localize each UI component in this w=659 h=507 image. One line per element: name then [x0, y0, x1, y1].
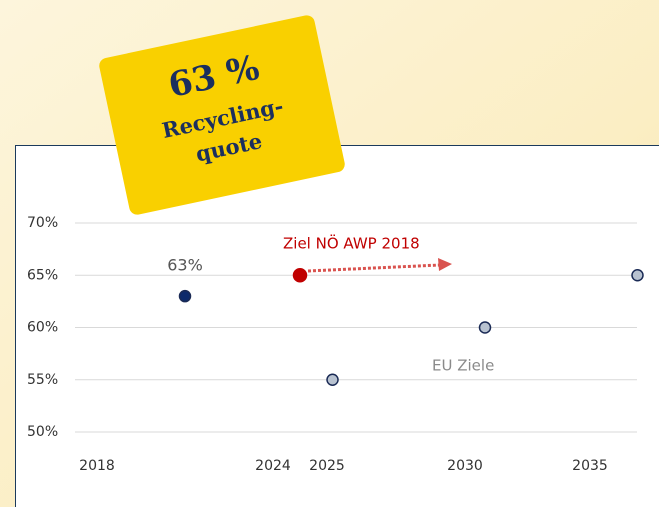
y-tick-label: 65% [27, 267, 58, 283]
arrow-head [438, 258, 452, 271]
x-tick-label: 2024 [255, 458, 291, 474]
x-tick-label: 2025 [309, 458, 345, 474]
x-tick-label: 2035 [572, 458, 608, 474]
x-tick-label: 2030 [447, 458, 483, 474]
data-label: 63% [167, 256, 203, 275]
chart-panel [15, 145, 659, 507]
y-tick-label: 60% [27, 320, 58, 336]
point [292, 268, 308, 283]
point [478, 321, 492, 334]
y-tick-label: 70% [27, 215, 58, 231]
badge: 63 % Recycling- quote [99, 15, 345, 215]
arrow [307, 263, 441, 273]
x-tick-label: 2018 [79, 458, 115, 474]
plot: 50% 55% 60% 65% 70% 2018 2024 2025 2030 2035 63% Zi… [27, 215, 644, 474]
y-tick-label: 50% [27, 424, 58, 440]
point [326, 373, 339, 386]
point [178, 289, 192, 303]
y-tick-label: 55% [27, 372, 58, 388]
series-label: Ziel NÖ AWP 2018 [283, 234, 420, 253]
series-label: EU Ziele [432, 357, 494, 375]
point [631, 269, 644, 282]
badge-box [99, 15, 345, 215]
